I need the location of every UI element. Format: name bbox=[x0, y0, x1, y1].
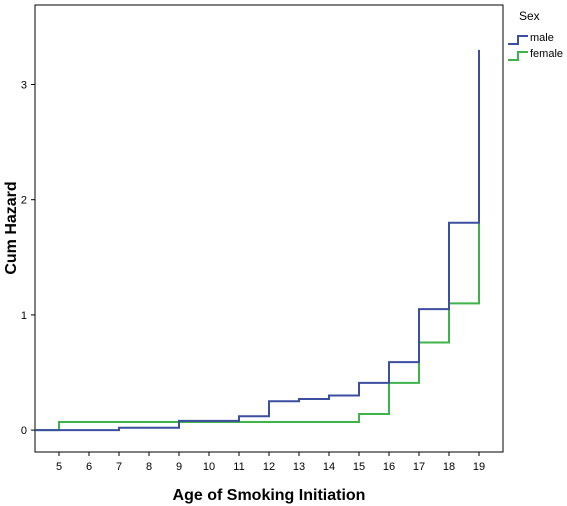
series-line-female bbox=[35, 119, 480, 432]
series-lines bbox=[35, 49, 480, 432]
y-axis-title: Cum Hazard bbox=[3, 181, 20, 274]
x-tick-label: 19 bbox=[473, 461, 485, 473]
x-tick-label: 7 bbox=[116, 461, 122, 473]
x-tick-label: 13 bbox=[293, 461, 305, 473]
x-tick-label: 11 bbox=[233, 461, 244, 473]
legend-label-male: male bbox=[530, 32, 554, 44]
y-tick-label: 1 bbox=[21, 310, 27, 322]
x-tick-label: 6 bbox=[86, 461, 92, 473]
y-tick-label: 3 bbox=[21, 79, 27, 91]
x-tick-label: 14 bbox=[323, 461, 335, 473]
x-tick-label: 9 bbox=[176, 461, 182, 473]
x-tick-label: 10 bbox=[203, 461, 215, 473]
x-tick-label: 18 bbox=[443, 461, 455, 473]
legend-swatch-male bbox=[508, 35, 528, 45]
legend-swatch-female bbox=[508, 51, 528, 61]
y-tick-label: 2 bbox=[21, 195, 27, 207]
series-line-male bbox=[35, 49, 480, 432]
x-axis: 5 6 7 8 9 10 11 12 13 14 15 16 17 18 19 bbox=[56, 452, 485, 473]
x-tick-label: 5 bbox=[56, 461, 62, 473]
legend-title: Sex bbox=[519, 9, 540, 23]
legend: male female bbox=[508, 32, 563, 61]
x-tick-label: 15 bbox=[353, 461, 365, 473]
x-tick-label: 16 bbox=[383, 461, 395, 473]
x-tick-label: 17 bbox=[413, 461, 425, 473]
plot-frame bbox=[34, 4, 504, 453]
x-tick-label: 12 bbox=[263, 461, 275, 473]
x-axis-title: Age of Smoking Initiation bbox=[173, 487, 366, 504]
y-axis: 0 1 2 3 bbox=[21, 79, 35, 437]
legend-label-female: female bbox=[530, 48, 563, 60]
y-tick-label: 0 bbox=[21, 425, 27, 437]
x-tick-label: 8 bbox=[146, 461, 152, 473]
